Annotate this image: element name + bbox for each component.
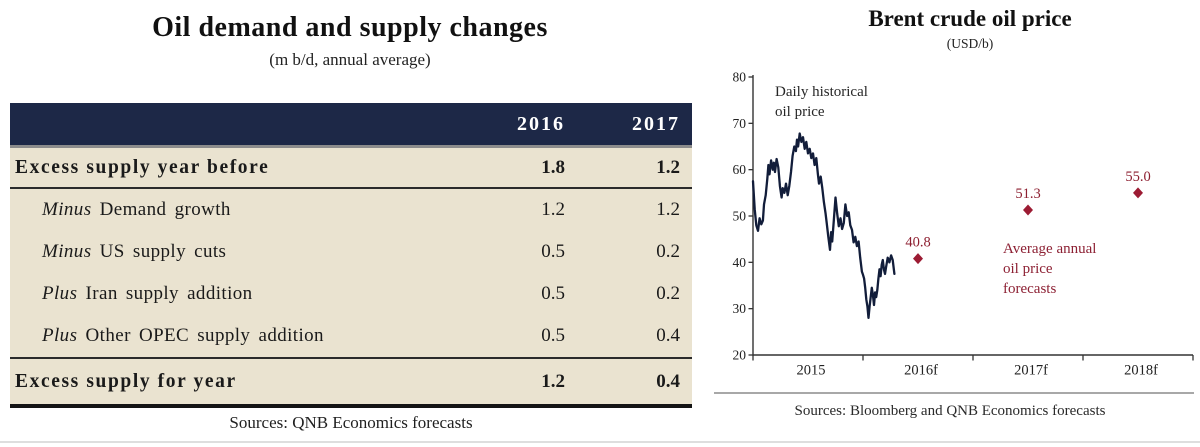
page-bottom-edge <box>0 441 1200 443</box>
x-tick-label: 2017f <box>1014 363 1048 379</box>
value-2016: 1.2 <box>541 199 565 220</box>
table-title: Oil demand and supply changes <box>152 12 548 43</box>
value-2017: 0.4 <box>577 358 692 408</box>
row-label-prefix: Minus <box>42 241 100 262</box>
x-tick-label: 2015 <box>797 363 826 379</box>
value-2017: 1.2 <box>577 146 692 189</box>
brent-price-chart: 20 30 40 50 60 70 80 2015 2016f 2017f 2018f 40.8 5… <box>733 70 1194 379</box>
annotation-line: oil price <box>1003 261 1053 277</box>
forecast-diamond <box>1133 187 1143 199</box>
right-panel: Brent crude oil price (USD/b) 20 30 40 50 60… <box>700 0 1200 447</box>
annotation-line: Daily historical <box>775 84 868 100</box>
annotation-line: oil price <box>775 104 825 120</box>
chart-source: Sources: Bloomberg and QNB Economics for… <box>794 403 1106 419</box>
row-label: Excess supply year before <box>10 146 465 189</box>
x-axis-ticks: 2015 2016f 2017f 2018f <box>752 355 1194 379</box>
chart-subtitle: (USD/b) <box>946 36 994 51</box>
row-label: Plus Other OPEC supply addition <box>10 315 465 359</box>
year-column-header-2016: 2016 <box>465 103 577 148</box>
value-2016: 0.5 <box>465 315 577 359</box>
y-tick-label: 30 <box>733 301 747 316</box>
table-row: Plus Other OPEC supply addition 0.5 0.4 <box>10 315 692 359</box>
forecast-value-label: 51.3 <box>1015 186 1040 202</box>
table-row: Excess supply for year 1.2 0.4 <box>10 358 692 408</box>
y-axis-ticks: 20 30 40 50 60 70 80 <box>733 70 753 363</box>
value-2017: 0.2 <box>656 283 680 304</box>
y-tick-label: 80 <box>733 70 747 85</box>
value-2016: 1.8 <box>465 146 577 189</box>
forecast-value-label: 40.8 <box>905 235 930 251</box>
divider-line <box>714 392 1194 394</box>
forecast-diamond <box>913 253 923 265</box>
table-row: Minus Demand growth 1.2 1.2 <box>10 188 692 231</box>
table-row: Plus Iran supply addition 0.5 0.2 <box>10 273 692 315</box>
value-2016: 0.5 <box>541 241 565 262</box>
y-tick-label: 40 <box>733 255 747 270</box>
empty-header-cell <box>10 103 465 148</box>
table-subtitle: (m b/d, annual average) <box>269 50 431 69</box>
chart-title: Brent crude oil price <box>868 6 1072 31</box>
oil-supply-table: 2016 2017 Excess supply year before 1.8 1.… <box>10 103 692 408</box>
row-label-prefix: Plus <box>42 325 86 346</box>
x-tick-label: 2016f <box>904 363 938 379</box>
table-row: Minus US supply cuts 0.5 0.2 <box>10 231 692 273</box>
row-label-prefix: Plus <box>42 283 86 304</box>
annotation-line: Average annual <box>1003 241 1096 257</box>
row-label: Minus US supply cuts <box>42 241 227 262</box>
year-column-header-2017: 2017 <box>577 103 692 148</box>
table-header-row: 2016 2017 <box>10 103 692 148</box>
forecast-diamond <box>1023 204 1033 216</box>
left-panel: Oil demand and supply changes (m b/d, an… <box>10 12 692 432</box>
row-label: Excess supply for year <box>10 358 465 408</box>
value-2016: 0.5 <box>541 283 565 304</box>
y-tick-label: 60 <box>733 162 747 177</box>
value-2016: 1.2 <box>465 358 577 408</box>
forecast-points: 40.8 51.3 55.0 <box>905 169 1151 265</box>
value-2017: 0.4 <box>577 315 692 359</box>
row-label-prefix: Minus <box>42 199 100 220</box>
forecast-value-label: 55.0 <box>1125 169 1150 185</box>
historical-annotation: Daily historical oil price <box>775 84 868 120</box>
annotation-line: forecasts <box>1003 281 1056 297</box>
value-2017: 1.2 <box>656 199 680 220</box>
x-tick-label: 2018f <box>1124 363 1158 379</box>
table-row: Excess supply year before 1.8 1.2 <box>10 146 692 189</box>
forecast-annotation: Average annual oil price forecasts <box>1003 241 1096 297</box>
y-tick-label: 70 <box>733 116 747 131</box>
row-label: Minus Demand growth <box>42 199 231 220</box>
table-source: Sources: QNB Economics forecasts <box>229 413 473 432</box>
y-tick-label: 20 <box>733 348 747 363</box>
value-2017: 0.2 <box>656 241 680 262</box>
historical-price-line <box>751 132 896 320</box>
row-label: Plus Iran supply addition <box>42 283 253 304</box>
y-tick-label: 50 <box>733 209 747 224</box>
